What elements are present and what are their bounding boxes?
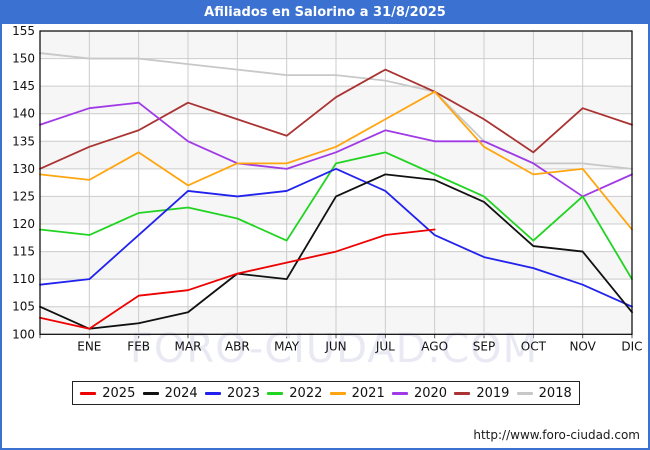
legend-swatch-2020 xyxy=(391,391,408,395)
legend-label: 2024 xyxy=(164,385,198,401)
legend-swatch-2022 xyxy=(267,391,284,395)
legend-label: 2021 xyxy=(351,385,385,401)
legend-box: 2025 2024 2023 2022 2021 2020 2019 2018 xyxy=(72,381,580,405)
legend-label: 2019 xyxy=(476,385,510,401)
legend-item-2019: 2019 xyxy=(454,387,509,400)
legend-label: 2022 xyxy=(289,385,323,401)
y-axis-label: 155 xyxy=(12,24,35,38)
x-axis-label: ABR xyxy=(225,339,250,353)
legend-swatch-2018 xyxy=(516,391,533,395)
legend-item-2021: 2021 xyxy=(329,385,385,401)
legend-swatch-2023 xyxy=(204,391,221,395)
y-axis-label: 100 xyxy=(12,327,35,341)
series-line-2019 xyxy=(39,68,633,170)
y-axis-label: 150 xyxy=(12,52,35,66)
legend-item-2020: 2020 xyxy=(391,385,448,401)
legend-swatch-2025 xyxy=(80,391,97,395)
footer-link[interactable]: http://www.foro-ciudad.com xyxy=(473,428,640,442)
y-axis-label: 115 xyxy=(12,245,35,259)
watermark-text: FORO-CIUDAD.COM xyxy=(130,326,538,372)
x-axis-label: MAR xyxy=(175,339,202,353)
x-axis-label: ENE xyxy=(77,339,101,353)
series-line-2022 xyxy=(39,151,633,281)
legend-item-2024: 2024 xyxy=(142,385,198,401)
legend-label: 2018 xyxy=(538,385,572,401)
legend-swatch-2024 xyxy=(142,391,159,395)
axis-labels: 100 105 110 115 120 125 130 135 140 145 150 155 ENE F… xyxy=(12,24,642,353)
y-axis-label: 125 xyxy=(12,189,35,203)
x-axis-label: MAY xyxy=(274,339,300,353)
x-axis-label: NOV xyxy=(569,339,596,353)
y-axis-label: 140 xyxy=(12,107,35,121)
legend-label: 2025 xyxy=(102,385,136,401)
chart-title-bar: Afiliados en Salorino a 31/8/2025 xyxy=(2,2,648,24)
grid-lines xyxy=(39,31,633,339)
x-axis-label: DIC xyxy=(621,339,642,353)
x-axis-label: SEP xyxy=(473,339,495,353)
x-axis-label: JUN xyxy=(324,339,346,353)
series-line-2020 xyxy=(39,101,633,198)
y-axis-label: 130 xyxy=(12,162,35,176)
chart-title: Afiliados en Salorino a 31/8/2025 xyxy=(204,5,446,20)
x-axis-label: JUL xyxy=(375,339,395,353)
series-line-2023 xyxy=(39,167,633,308)
data-series xyxy=(39,52,633,330)
legend-label: 2023 xyxy=(226,385,261,401)
x-axis-label: AGO xyxy=(421,339,448,353)
series-line-2021 xyxy=(39,90,633,231)
legend-swatch-2019 xyxy=(454,391,471,395)
legend-label: 2020 xyxy=(413,385,448,401)
y-axis-label: 145 xyxy=(12,79,35,93)
series-line-2024 xyxy=(39,173,633,330)
legend-item-2022: 2022 xyxy=(267,387,322,400)
series-line-2025 xyxy=(39,228,436,330)
y-axis-label: 105 xyxy=(12,300,35,314)
y-axis-label: 120 xyxy=(12,217,35,231)
legend-item-2023: 2023 xyxy=(204,385,261,401)
legend-swatch-2021 xyxy=(329,391,346,395)
legend-item-2025: 2025 xyxy=(80,387,135,400)
legend-item-2018: 2018 xyxy=(516,385,572,401)
plot-border xyxy=(39,30,633,335)
y-axis-label: 110 xyxy=(12,272,35,286)
y-axis-label: 135 xyxy=(12,134,35,148)
x-axis-label: FEB xyxy=(127,339,150,353)
x-axis-label: OCT xyxy=(521,339,547,353)
